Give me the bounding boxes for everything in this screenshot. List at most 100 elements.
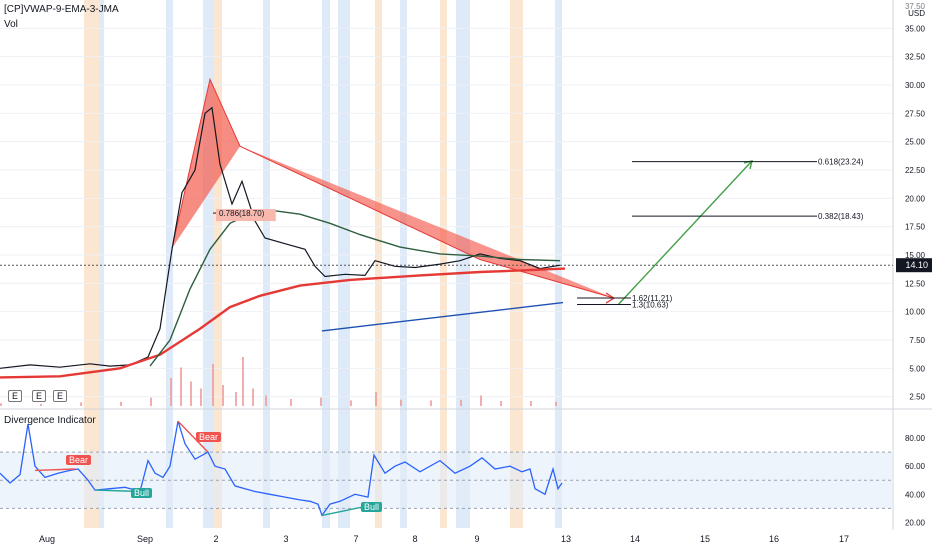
- oscillator-tick-label: 20.00: [905, 518, 926, 527]
- session-band: [555, 0, 562, 528]
- divergence-line: [177, 420, 209, 453]
- session-band: [203, 0, 214, 528]
- axes: 37.50USD35.0032.5030.0027.5025.0022.5020…: [39, 2, 932, 544]
- time-tick-label: Sep: [137, 534, 153, 544]
- volume-bar: [265, 395, 267, 406]
- volume-bar: [235, 392, 237, 406]
- last-price-label: 14.10: [905, 260, 928, 270]
- volume-bar: [480, 395, 482, 406]
- harmonic-pattern: [171, 77, 615, 299]
- price-tick-label: 15.00: [905, 251, 926, 260]
- volume-bar: [555, 401, 557, 406]
- price-tick-label: 27.50: [905, 109, 926, 118]
- volume-bars: [0, 357, 557, 406]
- price-tick-label: 20.00: [905, 194, 926, 203]
- series-trendline: [321, 301, 564, 332]
- volume-bar: [375, 392, 377, 406]
- volume-bar: [170, 378, 172, 406]
- price-tick-label: 30.00: [905, 81, 926, 90]
- volume-bar: [80, 402, 82, 406]
- price-axis-top-label: 37.50: [905, 2, 926, 11]
- divergence-bull-label: Bull: [131, 488, 153, 498]
- price-tick-label: 5.00: [909, 364, 925, 373]
- fibonacci-levels: 0.786(18.70) 0.618(23.24) 0.382(18.43) 1.62…: [213, 158, 864, 310]
- fib-level-label: 1.62(11.21): [632, 294, 673, 303]
- price-tick-label: 12.50: [905, 279, 926, 288]
- divergence-bull-label: Bull: [361, 502, 383, 512]
- volume-bar: [150, 397, 152, 406]
- time-tick-label: 16: [769, 534, 779, 544]
- volume-bar: [430, 400, 432, 406]
- volume-bar: [40, 403, 42, 406]
- session-bands: [84, 0, 562, 528]
- session-band: [322, 0, 330, 528]
- volume-bar: [222, 385, 224, 406]
- volume-bar: [500, 401, 502, 406]
- volume-bar: [252, 388, 254, 406]
- time-tick-label: 13: [561, 534, 571, 544]
- volume-bar: [190, 381, 192, 406]
- series-ema: [149, 210, 561, 367]
- volume-bar: [212, 364, 214, 406]
- volume-bar: [350, 400, 352, 406]
- volume-bar: [460, 399, 462, 406]
- time-tick-label: 14: [630, 534, 640, 544]
- fib-level-label: 0.786(18.70): [219, 209, 265, 218]
- divergence-bear-label: Bear: [66, 455, 92, 465]
- price-tick-label: 32.50: [905, 53, 926, 62]
- price-axis-currency: USD: [908, 9, 925, 18]
- oscillator-tick-label: 40.00: [905, 490, 926, 499]
- volume-title: Vol: [4, 19, 18, 30]
- session-band: [263, 0, 270, 528]
- time-tick-label: 15: [700, 534, 710, 544]
- session-band: [338, 0, 350, 528]
- divergence-title: Divergence Indicator: [4, 415, 96, 426]
- fib-level-label: 0.382(18.43): [818, 212, 864, 221]
- harmonic-outline: [171, 77, 615, 299]
- price-tick-label: 25.00: [905, 138, 926, 147]
- session-band: [375, 0, 382, 528]
- fib-level-label: 0.618(23.24): [818, 158, 864, 167]
- time-tick-label: Aug: [39, 534, 55, 544]
- price-tick-label: 10.00: [905, 308, 926, 317]
- time-tick-label: 2: [213, 534, 218, 544]
- price-tick-label: 35.00: [905, 24, 926, 33]
- price-tick-label: 22.50: [905, 166, 926, 175]
- time-tick-label: 9: [474, 534, 479, 544]
- session-band: [456, 0, 470, 528]
- volume-bar: [400, 399, 402, 406]
- volume-bar: [290, 399, 292, 406]
- fib-level-label: 1.3(10.63): [632, 301, 669, 310]
- series-vwap: [0, 267, 566, 379]
- oscillator-pane: [0, 420, 893, 517]
- fib-level-label-bg: [216, 209, 276, 222]
- last-price-box: [896, 258, 932, 273]
- time-tick-label: 7: [353, 534, 358, 544]
- volume-bar: [200, 388, 202, 406]
- price-tick-label: 7.50: [909, 336, 925, 345]
- session-band: [214, 0, 222, 528]
- time-tick-label: 8: [412, 534, 417, 544]
- time-tick-label: 17: [839, 534, 849, 544]
- event-marker[interactable]: E: [53, 390, 68, 402]
- harmonic-leg-bcd: [240, 146, 614, 299]
- oscillator-line: [0, 421, 563, 517]
- price-tick-label: 2.50: [909, 393, 925, 402]
- price-series: [0, 106, 893, 379]
- series-projection: [617, 160, 753, 306]
- time-tick-label: 3: [283, 534, 288, 544]
- volume-bar: [120, 401, 122, 406]
- event-marker[interactable]: E: [8, 390, 23, 402]
- projection-arrowhead: [743, 159, 753, 170]
- price-tick-label: 17.50: [905, 223, 926, 232]
- event-marker[interactable]: E: [32, 390, 47, 402]
- volume-bar: [320, 397, 322, 406]
- divergence-bear-label: Bear: [196, 432, 222, 442]
- session-band: [84, 0, 99, 528]
- divergence-line: [34, 468, 76, 472]
- harmonic-leg-xab: [172, 79, 240, 249]
- session-band: [400, 0, 407, 528]
- volume-bar: [242, 357, 244, 406]
- grid: [0, 0, 932, 530]
